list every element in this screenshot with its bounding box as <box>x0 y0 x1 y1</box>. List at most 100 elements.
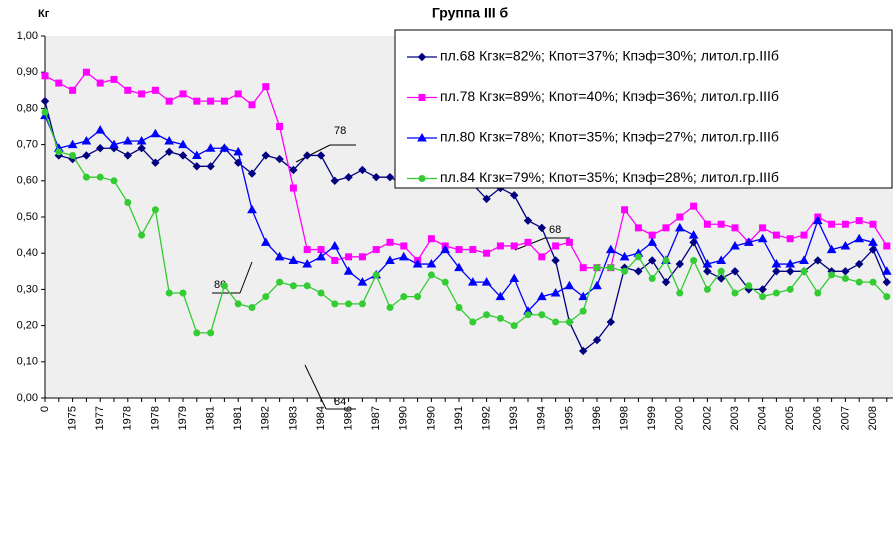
marker <box>178 151 188 160</box>
x-tick-label: 2000 <box>674 406 686 430</box>
marker <box>329 240 340 250</box>
marker <box>417 132 427 142</box>
marker <box>579 307 587 315</box>
marker <box>786 285 794 293</box>
marker <box>345 300 353 308</box>
marker <box>703 220 711 228</box>
marker <box>345 253 353 261</box>
marker <box>164 147 174 157</box>
marker <box>619 251 630 261</box>
marker <box>647 256 657 265</box>
marker <box>578 346 588 356</box>
marker <box>418 175 426 182</box>
x-tick-label: 1982 <box>260 406 272 430</box>
marker <box>661 277 671 287</box>
marker <box>302 259 313 268</box>
y-tick-label: 0,10 <box>17 356 38 368</box>
marker <box>883 242 891 250</box>
marker <box>288 255 299 264</box>
marker <box>69 86 77 94</box>
marker <box>191 150 202 159</box>
marker <box>593 264 601 272</box>
annotation: 84 <box>334 396 346 408</box>
marker <box>550 288 561 297</box>
marker <box>826 244 837 254</box>
marker <box>621 267 629 275</box>
y-tick-label: 0,20 <box>17 320 38 332</box>
x-tick-label: 1981 <box>232 406 244 430</box>
marker <box>579 264 587 272</box>
marker <box>414 293 422 301</box>
marker <box>634 267 643 276</box>
marker <box>317 246 325 254</box>
marker <box>703 267 712 276</box>
marker <box>592 335 602 345</box>
marker <box>289 282 297 290</box>
marker <box>372 246 380 254</box>
marker <box>483 249 491 257</box>
marker <box>607 264 615 272</box>
marker <box>95 144 105 153</box>
marker <box>41 108 49 116</box>
y-tick-label: 0,60 <box>17 175 38 187</box>
marker <box>690 256 698 264</box>
marker <box>427 271 435 279</box>
marker <box>785 267 795 276</box>
legend-label: пл.78 Кгзк=89%; Кпот=40%; Кпэф=36%; лито… <box>440 88 779 104</box>
marker <box>179 289 187 297</box>
marker <box>785 259 796 268</box>
marker <box>758 285 767 294</box>
marker <box>551 256 560 265</box>
marker <box>164 135 175 145</box>
marker <box>233 146 244 156</box>
marker <box>813 256 823 265</box>
marker <box>385 255 395 264</box>
y-tick-label: 0,00 <box>17 392 38 404</box>
marker <box>676 213 684 221</box>
marker <box>523 216 533 225</box>
marker <box>883 293 891 301</box>
marker <box>122 135 133 145</box>
marker <box>772 289 780 297</box>
x-tick-label: 1991 <box>453 406 465 430</box>
marker <box>262 83 270 91</box>
marker <box>96 173 104 181</box>
marker <box>247 204 257 214</box>
marker <box>138 90 146 98</box>
marker <box>552 242 560 250</box>
x-tick-label: 2007 <box>839 406 851 430</box>
marker <box>330 176 340 186</box>
marker <box>82 151 91 160</box>
marker <box>331 300 339 308</box>
marker <box>717 220 725 228</box>
marker <box>814 289 822 297</box>
marker <box>427 235 435 243</box>
marker <box>109 139 119 149</box>
marker <box>510 322 518 330</box>
marker <box>828 271 836 279</box>
marker <box>151 206 159 214</box>
marker <box>82 68 90 76</box>
marker <box>841 267 850 276</box>
marker <box>178 139 188 149</box>
marker <box>372 271 380 279</box>
marker <box>605 244 616 254</box>
marker <box>110 177 118 185</box>
marker <box>274 251 285 261</box>
marker <box>400 293 408 301</box>
marker <box>151 86 159 94</box>
marker <box>441 278 449 286</box>
marker <box>385 172 395 182</box>
x-tick-label: 1998 <box>619 406 631 430</box>
marker <box>179 90 187 98</box>
marker <box>467 277 478 286</box>
marker <box>578 291 589 301</box>
marker <box>482 194 491 204</box>
marker <box>344 172 353 182</box>
marker <box>67 139 78 149</box>
marker <box>759 224 767 232</box>
legend-label: пл.84 Кгзк=79%; Кпот=35%; Кпэф=28%; лито… <box>440 169 779 185</box>
marker <box>417 52 427 62</box>
annotation: 68 <box>549 224 561 236</box>
marker <box>55 79 63 87</box>
